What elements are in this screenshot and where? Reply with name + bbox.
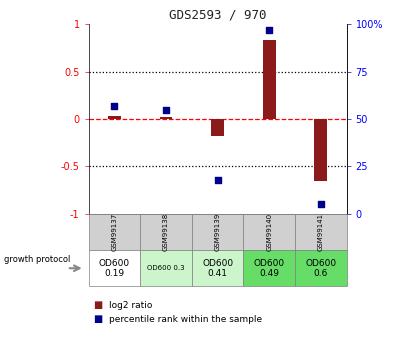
Text: OD600 0.3: OD600 0.3 (147, 265, 185, 271)
Point (266, 27, 272, 32)
Text: OD600
0.6: OD600 0.6 (305, 258, 337, 278)
Point (318, 201, 324, 207)
Bar (314, 119, 327, 181)
Text: OD600
0.49: OD600 0.49 (253, 258, 285, 278)
Point (111, 103, 118, 108)
Bar (108, 116, 121, 119)
Text: growth protocol: growth protocol (4, 255, 71, 264)
Bar (263, 40, 276, 119)
Text: OD600
0.41: OD600 0.41 (202, 258, 233, 278)
Text: GSM99139: GSM99139 (215, 213, 220, 251)
Text: log2 ratio: log2 ratio (109, 301, 152, 310)
Point (214, 177, 221, 183)
Text: GSM99140: GSM99140 (266, 213, 272, 251)
Title: GDS2593 / 970: GDS2593 / 970 (169, 9, 266, 22)
Bar (211, 119, 224, 136)
Text: GSM99137: GSM99137 (112, 213, 117, 251)
Point (163, 107, 169, 112)
Text: percentile rank within the sample: percentile rank within the sample (109, 315, 262, 324)
Text: OD600
0.19: OD600 0.19 (99, 258, 130, 278)
Text: ■: ■ (93, 314, 102, 324)
Text: ■: ■ (93, 300, 102, 310)
Bar (160, 117, 172, 119)
Text: GSM99138: GSM99138 (163, 213, 169, 251)
Text: GSM99141: GSM99141 (318, 213, 324, 251)
